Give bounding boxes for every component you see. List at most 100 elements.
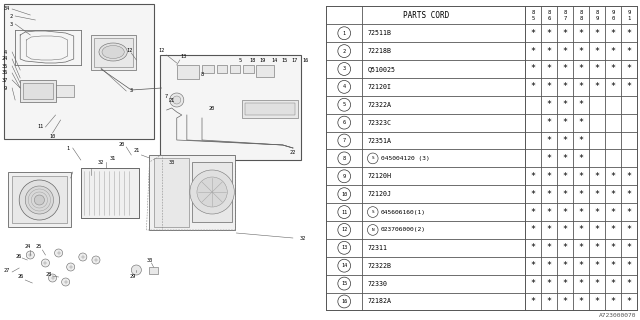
Text: *: * bbox=[531, 208, 536, 217]
Text: *: * bbox=[627, 190, 631, 199]
Text: *: * bbox=[627, 243, 631, 252]
Circle shape bbox=[338, 45, 351, 58]
Text: 29: 29 bbox=[129, 275, 136, 279]
Text: 31: 31 bbox=[110, 156, 116, 161]
Text: *: * bbox=[579, 261, 584, 270]
Bar bbox=[81, 168, 140, 218]
Bar bbox=[177, 65, 199, 79]
Text: 25: 25 bbox=[35, 244, 42, 250]
Text: *: * bbox=[547, 297, 552, 306]
Text: *: * bbox=[531, 172, 536, 181]
Circle shape bbox=[338, 134, 351, 147]
Text: 24: 24 bbox=[2, 57, 8, 61]
Text: 30: 30 bbox=[147, 258, 152, 262]
Text: *: * bbox=[595, 225, 600, 235]
Text: Q510025: Q510025 bbox=[367, 66, 396, 72]
Text: *: * bbox=[531, 225, 536, 235]
Circle shape bbox=[338, 62, 351, 76]
Text: *: * bbox=[579, 208, 584, 217]
Text: 72182A: 72182A bbox=[367, 299, 392, 304]
Bar bbox=[8, 172, 70, 227]
Text: *: * bbox=[611, 47, 616, 56]
Text: 27: 27 bbox=[4, 268, 10, 274]
Text: *: * bbox=[579, 225, 584, 235]
Circle shape bbox=[79, 253, 87, 261]
Text: *: * bbox=[547, 172, 552, 181]
Text: 9: 9 bbox=[627, 10, 630, 15]
Text: *: * bbox=[627, 297, 631, 306]
Text: 35: 35 bbox=[2, 63, 8, 68]
Bar bbox=[243, 100, 298, 118]
Text: 16: 16 bbox=[341, 299, 348, 304]
Text: *: * bbox=[579, 118, 584, 127]
Text: *: * bbox=[547, 47, 552, 56]
Text: 9: 9 bbox=[342, 174, 346, 179]
Text: 11: 11 bbox=[341, 210, 348, 214]
Text: 8: 8 bbox=[547, 10, 550, 15]
Circle shape bbox=[92, 256, 100, 264]
Text: *: * bbox=[531, 243, 536, 252]
Text: *: * bbox=[627, 29, 631, 38]
Text: PARTS CORD: PARTS CORD bbox=[403, 11, 449, 20]
Circle shape bbox=[131, 265, 141, 275]
Text: 1: 1 bbox=[66, 146, 69, 150]
Circle shape bbox=[19, 180, 60, 220]
Text: *: * bbox=[563, 136, 568, 145]
Text: 8: 8 bbox=[531, 10, 534, 15]
Text: 24: 24 bbox=[24, 244, 30, 250]
Text: *: * bbox=[563, 154, 568, 163]
Text: 33: 33 bbox=[168, 161, 175, 165]
Bar bbox=[159, 55, 301, 160]
Text: 32: 32 bbox=[300, 236, 306, 241]
Text: S: S bbox=[371, 156, 374, 160]
Text: 045004120 (3): 045004120 (3) bbox=[381, 156, 429, 161]
Circle shape bbox=[338, 223, 351, 236]
Text: 8: 8 bbox=[579, 10, 582, 15]
Text: *: * bbox=[595, 208, 600, 217]
Text: 7: 7 bbox=[563, 16, 566, 20]
Text: *: * bbox=[563, 279, 568, 288]
Text: 3: 3 bbox=[130, 89, 133, 93]
Text: *: * bbox=[547, 65, 552, 74]
Bar bbox=[20, 80, 56, 102]
Text: *: * bbox=[595, 29, 600, 38]
Text: N: N bbox=[371, 228, 374, 232]
Circle shape bbox=[197, 177, 227, 207]
Text: 36: 36 bbox=[2, 70, 8, 76]
Text: 4: 4 bbox=[342, 84, 346, 89]
Circle shape bbox=[338, 98, 351, 111]
Text: *: * bbox=[627, 208, 631, 217]
Text: *: * bbox=[563, 172, 568, 181]
Circle shape bbox=[338, 295, 351, 308]
Bar bbox=[255, 65, 274, 77]
Circle shape bbox=[338, 170, 351, 183]
Circle shape bbox=[61, 278, 70, 286]
Text: *: * bbox=[579, 243, 584, 252]
Circle shape bbox=[338, 80, 351, 93]
Text: *: * bbox=[531, 190, 536, 199]
Text: 9: 9 bbox=[3, 85, 6, 91]
Text: *: * bbox=[579, 65, 584, 74]
Text: *: * bbox=[563, 225, 568, 235]
Circle shape bbox=[25, 186, 54, 214]
Text: 13: 13 bbox=[180, 54, 187, 60]
Circle shape bbox=[338, 259, 351, 272]
Text: *: * bbox=[611, 172, 616, 181]
Text: *: * bbox=[563, 100, 568, 109]
Text: *: * bbox=[547, 29, 552, 38]
Text: 72120I: 72120I bbox=[367, 84, 392, 90]
Text: *: * bbox=[611, 190, 616, 199]
Circle shape bbox=[338, 277, 351, 290]
Text: *: * bbox=[595, 243, 600, 252]
Text: 26: 26 bbox=[17, 275, 23, 279]
Text: *: * bbox=[531, 82, 536, 92]
Text: *: * bbox=[595, 65, 600, 74]
Bar bbox=[12, 176, 67, 223]
Text: *: * bbox=[547, 243, 552, 252]
Text: *: * bbox=[547, 118, 552, 127]
Text: 16: 16 bbox=[302, 58, 308, 62]
Text: 72330: 72330 bbox=[367, 281, 387, 287]
Text: *: * bbox=[611, 82, 616, 92]
Text: *: * bbox=[563, 261, 568, 270]
Text: *: * bbox=[531, 279, 536, 288]
